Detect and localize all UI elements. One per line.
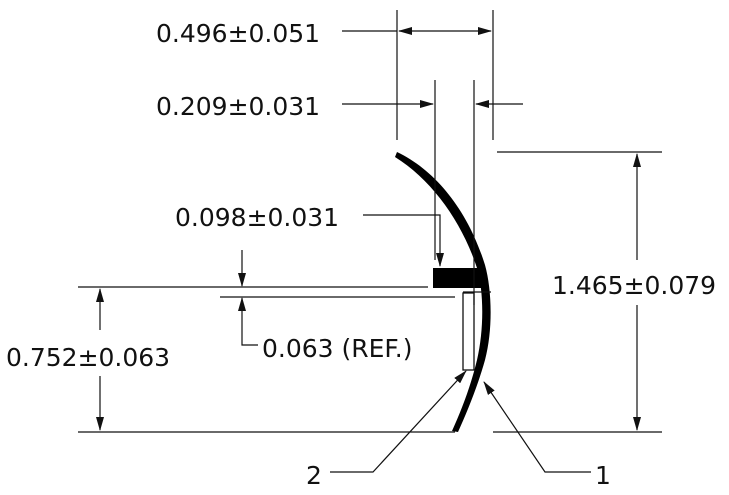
- part-profile: [395, 152, 491, 432]
- overall-width-label: 0.496±0.051: [156, 19, 320, 48]
- curved-body: [395, 152, 491, 432]
- callout-2: 2: [306, 370, 467, 490]
- callout-1-label: 1: [595, 461, 611, 490]
- inner-width-dimension: 0.209±0.031: [156, 92, 523, 121]
- flange-thickness-label: 0.098±0.031: [175, 203, 339, 232]
- insert-body: [462, 292, 475, 371]
- callout-2-label: 2: [306, 461, 322, 490]
- callout-1: 1: [483, 381, 611, 490]
- flange-thickness-leader: [363, 214, 444, 267]
- callout-2-leader: [330, 370, 467, 473]
- flange-height-label: 0.752±0.063: [6, 343, 170, 372]
- ref-gap-leader: [241, 330, 258, 346]
- overall-height-dimension: 1.465±0.079: [552, 153, 716, 431]
- reference-gap-dimension: 0.063 (REF.): [238, 250, 413, 363]
- callout-1-leader: [483, 381, 591, 473]
- flange: [433, 268, 481, 288]
- overall-height-label: 1.465±0.079: [552, 271, 716, 300]
- reference-gap-label: 0.063 (REF.): [262, 334, 413, 363]
- flange-thickness-dimension: 0.098±0.031: [175, 203, 444, 267]
- extension-lines: [78, 10, 662, 433]
- inner-width-label: 0.209±0.031: [156, 92, 320, 121]
- overall-width-dimension: 0.496±0.051: [156, 19, 492, 48]
- flange-height-dimension: 0.752±0.063: [6, 288, 170, 431]
